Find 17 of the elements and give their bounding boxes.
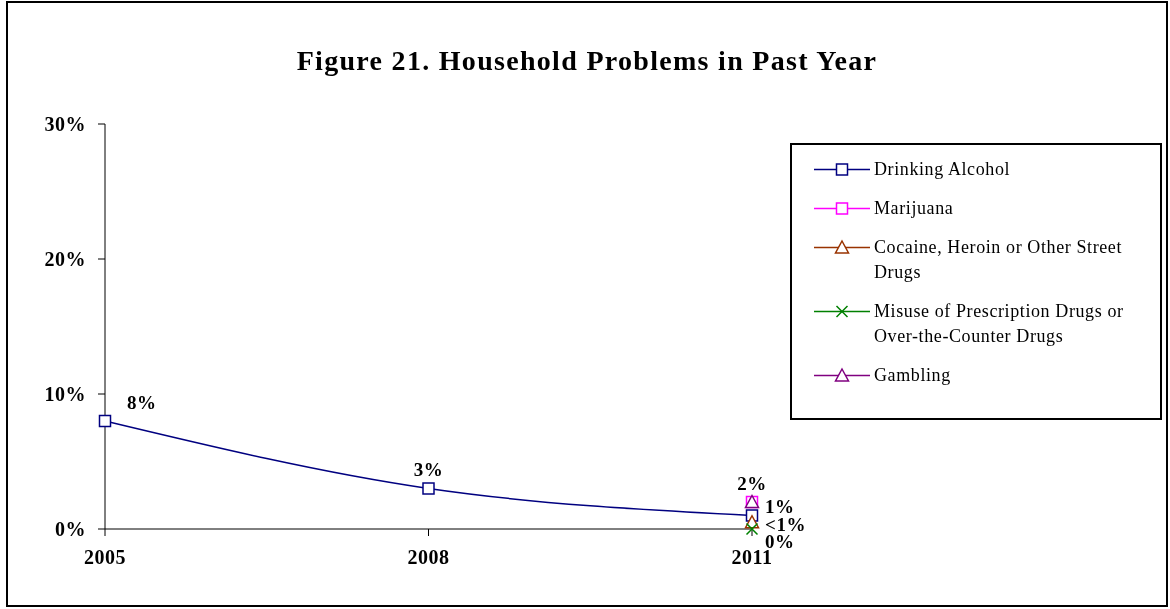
legend-label: Marijuana bbox=[874, 197, 955, 220]
y-tick-label: 30% bbox=[44, 113, 86, 136]
legend-label: Gambling bbox=[874, 364, 952, 387]
x-tick-label: 2005 bbox=[84, 546, 126, 569]
legend-label: Cocaine, Heroin or Other Street Drugs bbox=[874, 236, 1124, 284]
legend-label: Misuse of Prescription Drugs or Over-the-Counter Drugs bbox=[874, 300, 1125, 348]
data-label: 3% bbox=[413, 459, 444, 480]
x-tick-label: 2008 bbox=[407, 546, 450, 569]
data-label: 8% bbox=[127, 391, 157, 413]
legend-label: Drinking Alcohol bbox=[874, 158, 1012, 181]
y-tick-label: 20% bbox=[44, 248, 86, 271]
y-tick-label: 10% bbox=[44, 383, 86, 406]
point bbox=[422, 482, 435, 495]
point bbox=[98, 414, 112, 428]
chart-title: Figure 21. Household Problems in Past Year bbox=[295, 44, 879, 78]
y-tick-label: 0% bbox=[55, 518, 86, 541]
data-label: 2% bbox=[737, 472, 767, 494]
